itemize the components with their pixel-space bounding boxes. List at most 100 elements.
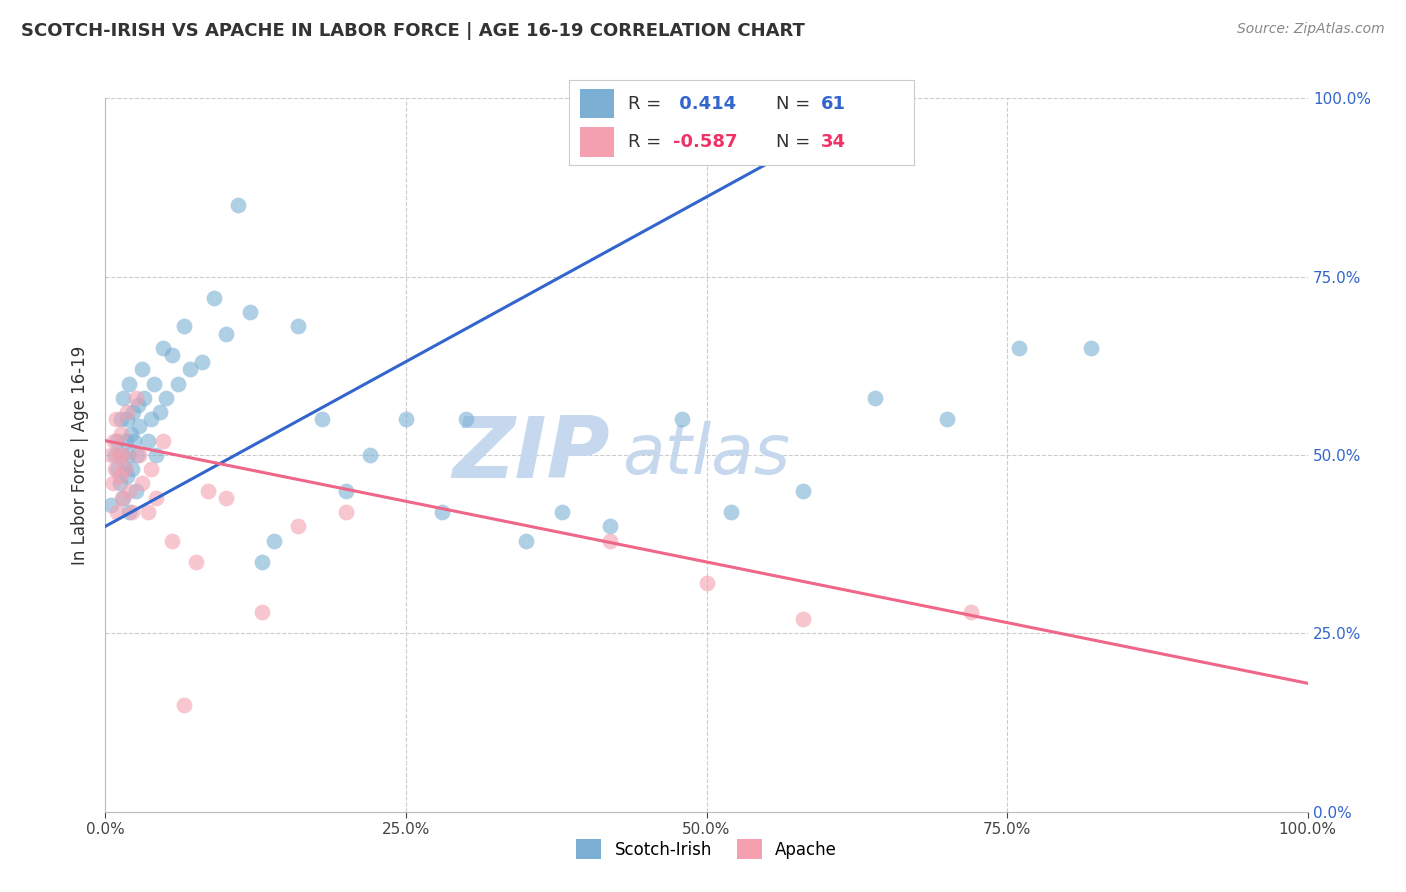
Y-axis label: In Labor Force | Age 16-19: In Labor Force | Age 16-19	[72, 345, 90, 565]
Point	[202, 291, 225, 305]
Text: 61: 61	[821, 95, 846, 113]
Text: 0.414: 0.414	[673, 95, 735, 113]
Point	[515, 533, 537, 548]
Point	[335, 505, 357, 519]
Text: N =: N =	[776, 95, 815, 113]
Point	[190, 355, 212, 369]
Point	[112, 491, 135, 505]
Point	[131, 476, 153, 491]
Point	[139, 412, 162, 426]
Legend: Scotch-Irish, Apache: Scotch-Irish, Apache	[568, 830, 845, 868]
Text: atlas: atlas	[623, 421, 790, 489]
Point	[114, 462, 136, 476]
Point	[121, 462, 143, 476]
Point	[111, 491, 134, 505]
Point	[122, 405, 145, 419]
Point	[287, 519, 309, 533]
Point	[117, 448, 139, 462]
Point	[214, 491, 236, 505]
Text: SCOTCH-IRISH VS APACHE IN LABOR FORCE | AGE 16-19 CORRELATION CHART: SCOTCH-IRISH VS APACHE IN LABOR FORCE | …	[21, 22, 806, 40]
Point	[792, 612, 814, 626]
Point	[936, 412, 959, 426]
Point	[1008, 341, 1031, 355]
Point	[863, 391, 886, 405]
Point	[136, 505, 159, 519]
Point	[214, 326, 236, 341]
Text: 34: 34	[821, 133, 846, 151]
Point	[197, 483, 219, 498]
Point	[173, 319, 195, 334]
Point	[121, 505, 143, 519]
Point	[131, 362, 153, 376]
Point	[152, 341, 174, 355]
Point	[124, 434, 146, 448]
Point	[599, 533, 621, 548]
Point	[179, 362, 201, 376]
Point	[114, 462, 136, 476]
Point	[671, 412, 693, 426]
Point	[100, 448, 122, 462]
Text: -0.587: -0.587	[673, 133, 737, 151]
Point	[792, 483, 814, 498]
Point	[173, 698, 195, 712]
Point	[110, 426, 132, 441]
Point	[395, 412, 418, 426]
Text: R =: R =	[628, 95, 666, 113]
Point	[145, 491, 167, 505]
Point	[1080, 341, 1102, 355]
Point	[250, 555, 273, 569]
Point	[104, 448, 127, 462]
Point	[107, 505, 129, 519]
Point	[115, 469, 138, 483]
Point	[335, 483, 357, 498]
Point	[110, 412, 132, 426]
Point	[136, 434, 159, 448]
Point	[120, 426, 142, 441]
Point	[359, 448, 381, 462]
Point	[101, 476, 124, 491]
Point	[104, 462, 127, 476]
Point	[118, 505, 141, 519]
Point	[152, 434, 174, 448]
Point	[239, 305, 262, 319]
Point	[118, 483, 141, 498]
Point	[125, 448, 148, 462]
Point	[124, 483, 146, 498]
Point	[128, 448, 150, 462]
Point	[124, 391, 146, 405]
Text: R =: R =	[628, 133, 666, 151]
Point	[960, 605, 983, 619]
Point	[107, 434, 129, 448]
Point	[696, 576, 718, 591]
Point	[250, 605, 273, 619]
Point	[127, 398, 149, 412]
Point	[226, 198, 249, 212]
Point	[551, 505, 574, 519]
Point	[107, 448, 129, 462]
Point	[139, 462, 162, 476]
Point	[100, 498, 122, 512]
Point	[107, 462, 129, 476]
Point	[184, 555, 207, 569]
Point	[108, 469, 131, 483]
Text: ZIP: ZIP	[453, 413, 610, 497]
Point	[155, 391, 177, 405]
Point	[263, 533, 285, 548]
Point	[148, 405, 170, 419]
Bar	[579, 89, 614, 119]
Text: Source: ZipAtlas.com: Source: ZipAtlas.com	[1237, 22, 1385, 37]
Point	[287, 319, 309, 334]
Point	[112, 391, 135, 405]
Point	[105, 412, 128, 426]
Point	[112, 448, 135, 462]
Point	[720, 505, 742, 519]
Point	[311, 412, 333, 426]
Point	[132, 391, 155, 405]
Bar	[579, 127, 614, 157]
Point	[599, 519, 621, 533]
Point	[160, 533, 183, 548]
Point	[128, 419, 150, 434]
Point	[430, 505, 453, 519]
Point	[454, 412, 477, 426]
Point	[115, 434, 138, 448]
